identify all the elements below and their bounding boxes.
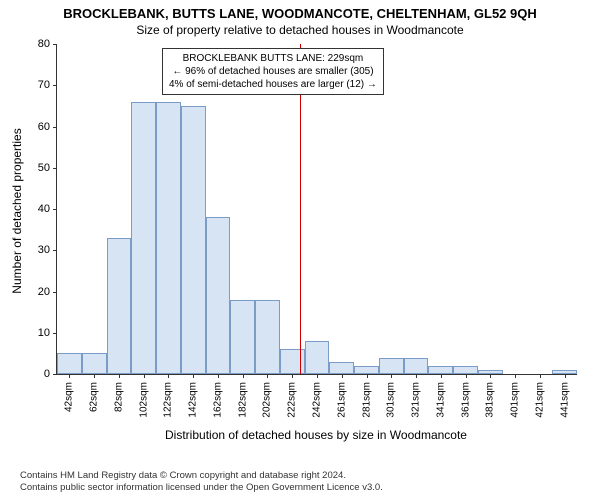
ytick-mark — [53, 44, 57, 45]
xtick-mark — [119, 374, 120, 378]
info-annotation: BROCKLEBANK BUTTS LANE: 229sqm← 96% of d… — [162, 48, 384, 95]
xtick-label: 301sqm — [386, 382, 397, 418]
xtick-mark — [292, 374, 293, 378]
xtick-label: 441sqm — [559, 382, 570, 418]
xtick-mark — [515, 374, 516, 378]
histogram-bar — [57, 353, 82, 374]
xtick-mark — [367, 374, 368, 378]
footnote: Contains HM Land Registry data © Crown c… — [20, 470, 383, 494]
xtick-label: 122sqm — [163, 382, 174, 418]
ytick-mark — [53, 333, 57, 334]
ytick-label: 30 — [20, 244, 50, 256]
ytick-mark — [53, 209, 57, 210]
xtick-label: 341sqm — [435, 382, 446, 418]
xtick-mark — [565, 374, 566, 378]
xtick-label: 42sqm — [64, 382, 75, 412]
ytick-mark — [53, 127, 57, 128]
ytick-mark — [53, 85, 57, 86]
xtick-mark — [317, 374, 318, 378]
xtick-mark — [267, 374, 268, 378]
xtick-label: 242sqm — [312, 382, 323, 418]
ytick-label: 70 — [20, 79, 50, 91]
xtick-label: 202sqm — [262, 382, 273, 418]
histogram-bar — [428, 366, 453, 374]
xtick-mark — [342, 374, 343, 378]
footnote-line-1: Contains HM Land Registry data © Crown c… — [20, 470, 383, 482]
footnote-line-2: Contains public sector information licen… — [20, 482, 383, 494]
chart-container: { "title": "BROCKLEBANK, BUTTS LANE, WOO… — [0, 0, 600, 500]
plot-area: 42sqm62sqm82sqm102sqm122sqm142sqm162sqm1… — [56, 44, 576, 374]
histogram-bar — [206, 217, 231, 374]
xtick-label: 281sqm — [361, 382, 372, 418]
histogram-bar — [107, 238, 132, 374]
xtick-mark — [94, 374, 95, 378]
xtick-mark — [144, 374, 145, 378]
xtick-label: 162sqm — [212, 382, 223, 418]
ytick-label: 40 — [20, 203, 50, 215]
histogram-bar — [230, 300, 255, 374]
xtick-mark — [441, 374, 442, 378]
xtick-label: 82sqm — [113, 382, 124, 412]
xtick-label: 142sqm — [188, 382, 199, 418]
chart-title: BROCKLEBANK, BUTTS LANE, WOODMANCOTE, CH… — [0, 0, 600, 21]
chart-subtitle: Size of property relative to detached ho… — [0, 21, 600, 37]
ytick-label: 20 — [20, 286, 50, 298]
xtick-mark — [540, 374, 541, 378]
xtick-mark — [416, 374, 417, 378]
infobox-line-3: 4% of semi-detached houses are larger (1… — [169, 78, 377, 91]
ytick-label: 10 — [20, 327, 50, 339]
ytick-label: 60 — [20, 121, 50, 133]
histogram-bar — [305, 341, 330, 374]
ytick-mark — [53, 374, 57, 375]
xtick-mark — [391, 374, 392, 378]
xtick-label: 222sqm — [287, 382, 298, 418]
xtick-mark — [193, 374, 194, 378]
ytick-mark — [53, 292, 57, 293]
xtick-label: 261sqm — [336, 382, 347, 418]
ytick-label: 50 — [20, 162, 50, 174]
ytick-mark — [53, 250, 57, 251]
histogram-bar — [181, 106, 206, 374]
xtick-label: 361sqm — [460, 382, 471, 418]
ytick-mark — [53, 168, 57, 169]
histogram-bar — [453, 366, 478, 374]
histogram-bar — [354, 366, 379, 374]
infobox-line-2: ← 96% of detached houses are smaller (30… — [169, 65, 377, 78]
plot-inner: 42sqm62sqm82sqm102sqm122sqm142sqm162sqm1… — [56, 44, 577, 375]
xtick-label: 381sqm — [485, 382, 496, 418]
xtick-mark — [243, 374, 244, 378]
histogram-bar — [379, 358, 404, 375]
xtick-mark — [490, 374, 491, 378]
histogram-bar — [404, 358, 429, 375]
xtick-mark — [466, 374, 467, 378]
histogram-bar — [255, 300, 280, 374]
histogram-bar — [131, 102, 156, 374]
histogram-bar — [156, 102, 181, 374]
histogram-bar — [82, 353, 107, 374]
xtick-label: 182sqm — [237, 382, 248, 418]
x-axis-label: Distribution of detached houses by size … — [56, 428, 576, 442]
xtick-label: 102sqm — [138, 382, 149, 418]
xtick-mark — [168, 374, 169, 378]
ytick-label: 80 — [20, 38, 50, 50]
histogram-bar — [329, 362, 354, 374]
ytick-label: 0 — [20, 368, 50, 380]
xtick-label: 401sqm — [510, 382, 521, 418]
xtick-label: 421sqm — [534, 382, 545, 418]
xtick-mark — [218, 374, 219, 378]
infobox-line-1: BROCKLEBANK BUTTS LANE: 229sqm — [169, 52, 377, 65]
xtick-label: 321sqm — [411, 382, 422, 418]
xtick-label: 62sqm — [89, 382, 100, 412]
xtick-mark — [69, 374, 70, 378]
